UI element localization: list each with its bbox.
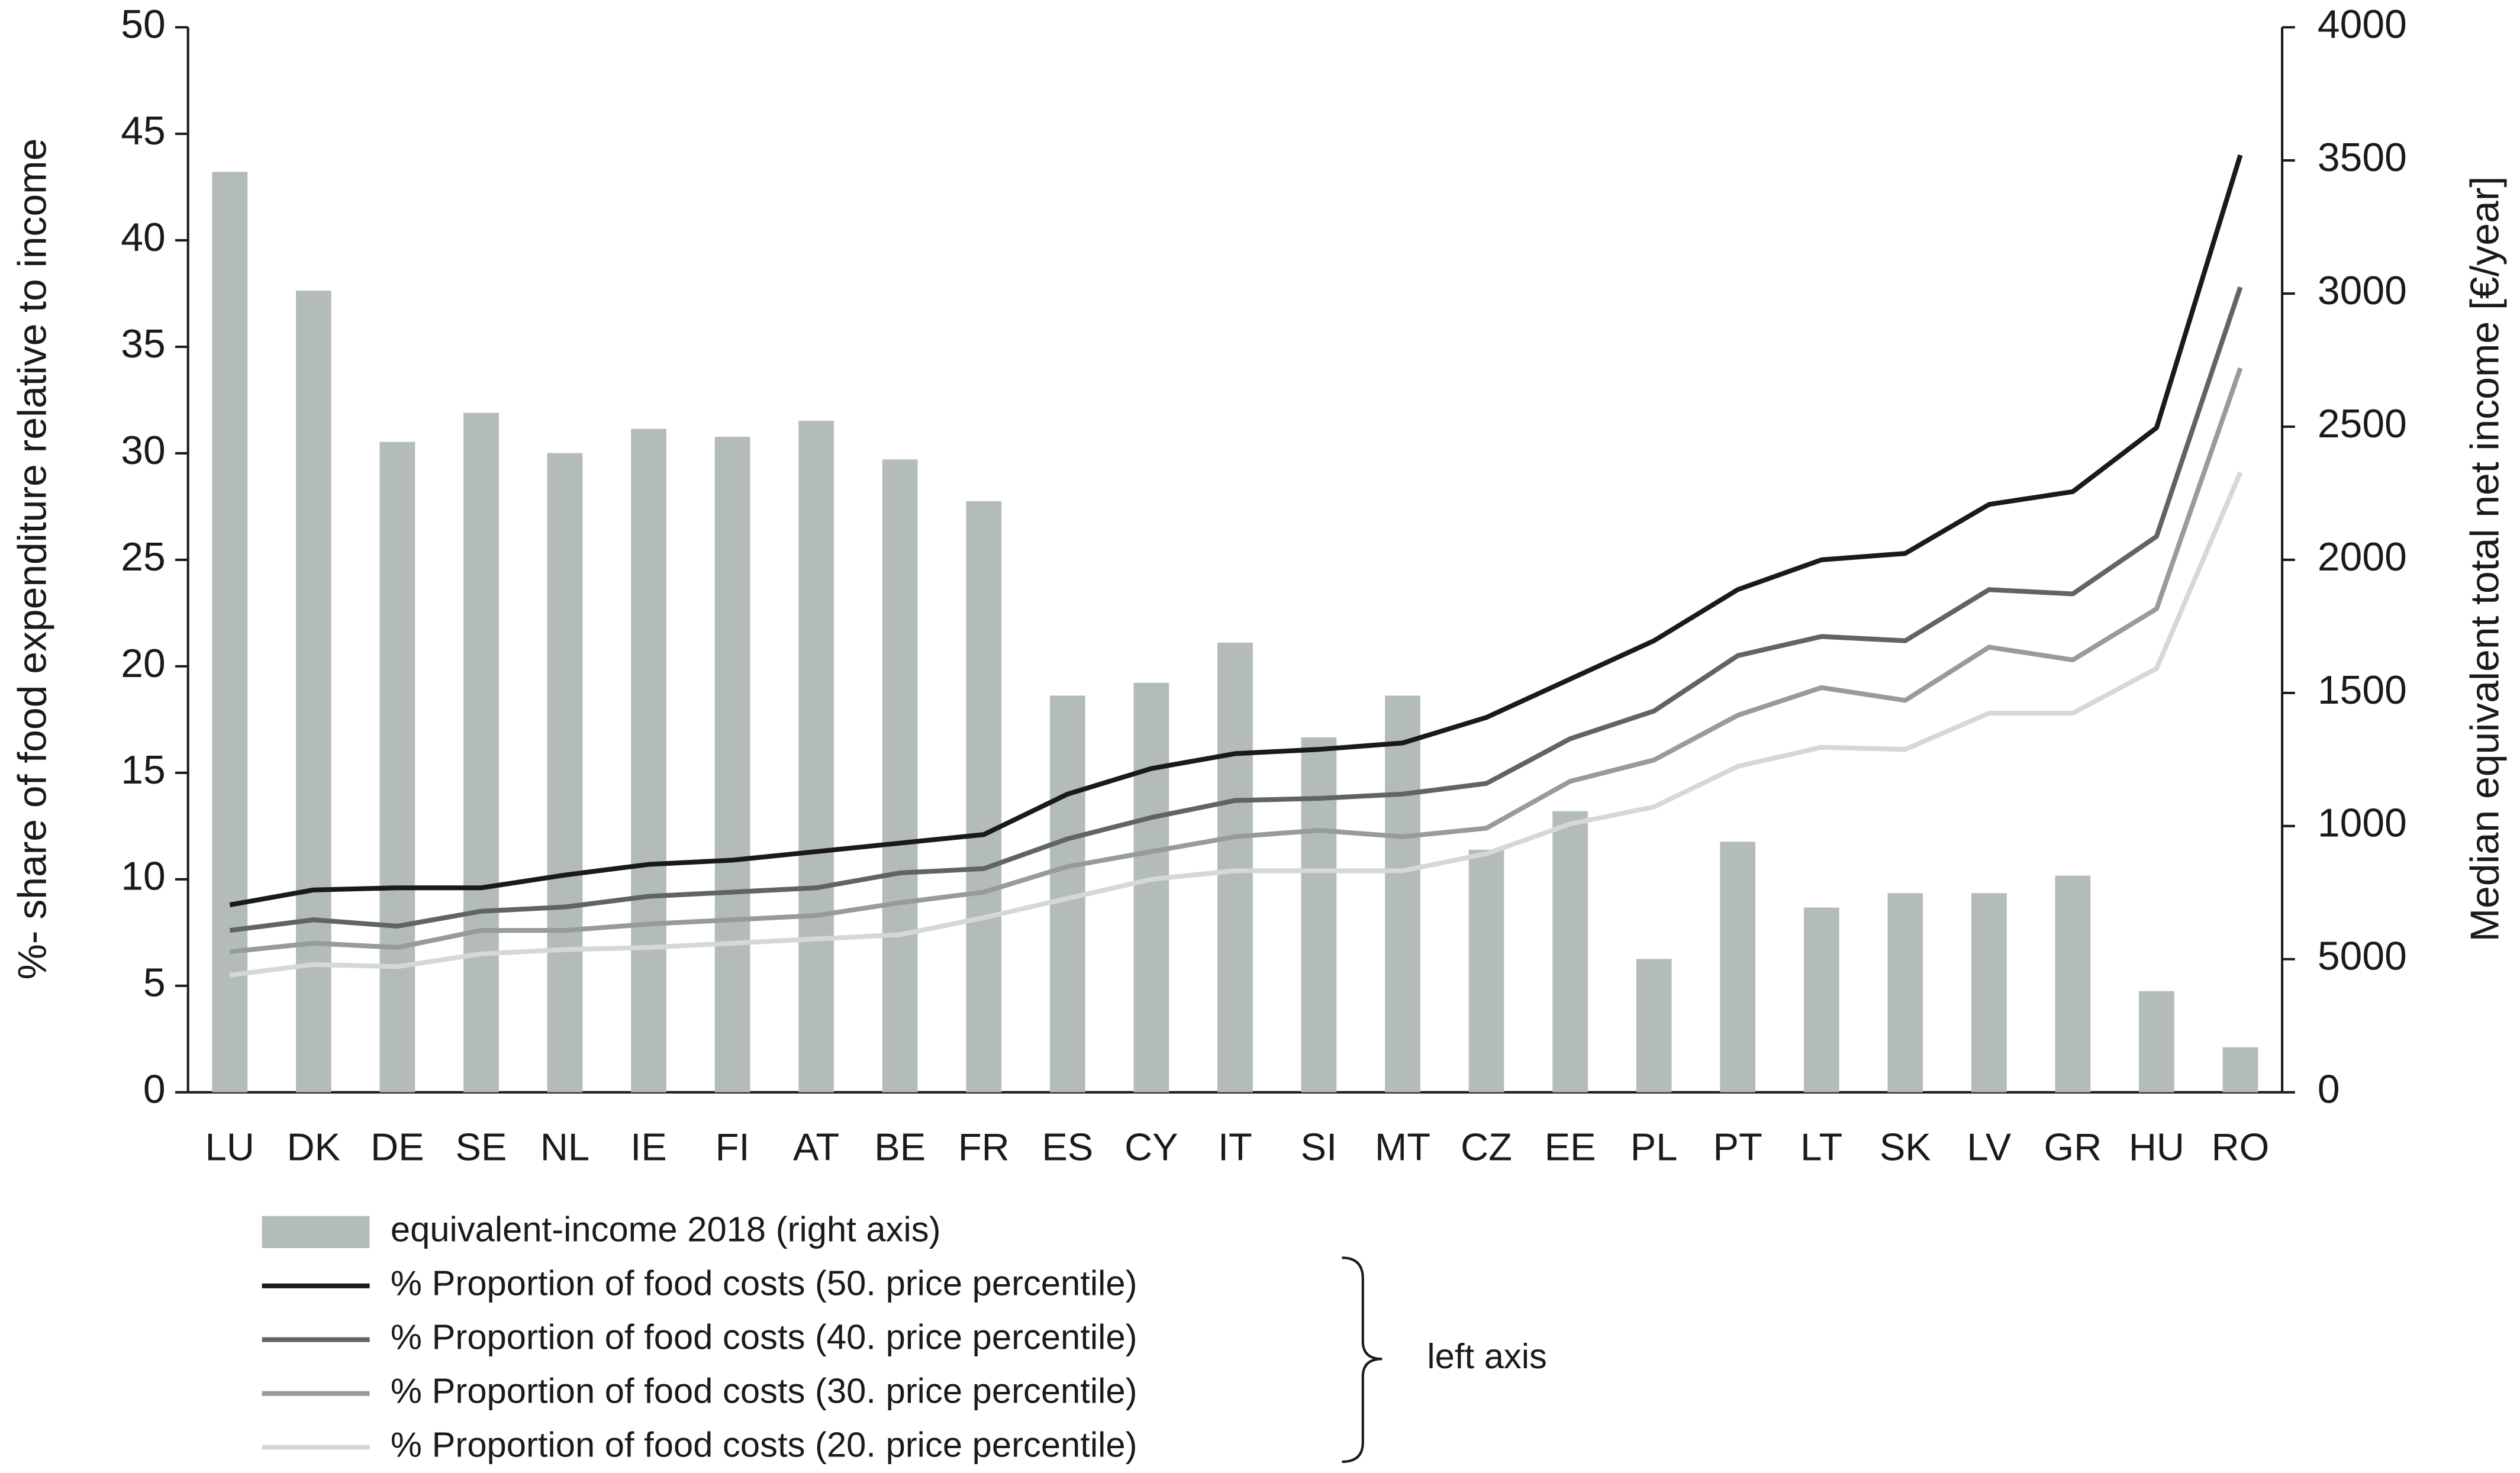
legend-label: % Proportion of food costs (30. price pe… <box>391 1371 1137 1410</box>
x-tick-label: FI <box>716 1126 750 1169</box>
bar <box>2222 1047 2258 1092</box>
bar <box>966 501 1002 1092</box>
x-tick-label: SK <box>1880 1126 1931 1169</box>
x-tick-label: RO <box>2212 1126 2270 1169</box>
y-tick-label: 15 <box>121 748 166 792</box>
x-tick-label: PL <box>1630 1126 1678 1169</box>
y-tick-label: 40 <box>121 215 166 260</box>
bar <box>1971 893 2007 1092</box>
x-tick-label: IT <box>1218 1126 1252 1169</box>
x-tick-label: MT <box>1375 1126 1430 1169</box>
x-tick-label: CZ <box>1461 1126 1512 1169</box>
bar <box>882 459 918 1092</box>
bar <box>212 172 248 1092</box>
y2-tick-label: 3000 <box>2318 269 2407 313</box>
x-tick-label: LT <box>1800 1126 1842 1169</box>
bar <box>714 437 750 1092</box>
y2-tick-label: 2500 <box>2318 402 2407 446</box>
bar <box>379 441 415 1092</box>
line <box>229 154 2243 907</box>
y-tick-label: 5 <box>143 961 166 1005</box>
x-tick-label: DK <box>287 1126 341 1169</box>
legend-label: equivalent-income 2018 (right axis) <box>391 1210 941 1249</box>
line <box>229 367 2243 955</box>
x-tick-label: SI <box>1301 1126 1338 1169</box>
y2-axis-label: Median equivalent total net income [€/ye… <box>2463 176 2508 942</box>
bar <box>1217 642 1253 1092</box>
bar <box>296 291 331 1092</box>
x-tick-label: EE <box>1545 1126 1596 1169</box>
bar <box>1636 959 1672 1092</box>
legend-label: % Proportion of food costs (40. price pe… <box>391 1317 1137 1357</box>
y-tick-label: 50 <box>121 2 166 47</box>
y2-tick-label: 4000 <box>2318 2 2407 47</box>
x-tick-label: IE <box>630 1126 667 1169</box>
legend-label: % Proportion of food costs (50. price pe… <box>391 1264 1137 1303</box>
bar <box>2139 991 2174 1092</box>
bar <box>1301 737 1337 1092</box>
bar <box>1720 842 1756 1092</box>
x-tick-label: LU <box>205 1126 254 1169</box>
x-tick-label: GR <box>2044 1126 2102 1169</box>
annotation: left axis <box>1427 1336 1547 1376</box>
x-tick-label: SE <box>456 1126 507 1169</box>
y-tick-label: 10 <box>121 855 166 899</box>
x-tick-label: HU <box>2129 1126 2184 1169</box>
y-axis-label: %- share of food expenditure relative to… <box>11 138 55 980</box>
legend-label: % Proportion of food costs (20. price pe… <box>391 1424 1137 1464</box>
y2-tick-label: 1500 <box>2318 668 2407 713</box>
bar <box>798 421 834 1092</box>
line <box>229 471 2243 978</box>
x-tick-label: AT <box>793 1126 839 1169</box>
x-tick-label: CY <box>1124 1126 1178 1169</box>
y2-tick-label: 0 <box>2318 1068 2340 1112</box>
bar <box>1803 907 1839 1092</box>
y2-tick-label: 2000 <box>2318 535 2407 579</box>
y-tick-label: 20 <box>121 642 166 686</box>
bar <box>1385 695 1420 1092</box>
y2-tick-label: 5000 <box>2318 934 2407 979</box>
bar <box>547 453 583 1092</box>
bar <box>1552 811 1588 1092</box>
legend-swatch <box>262 1216 370 1248</box>
x-tick-label: FR <box>958 1126 1010 1169</box>
bar <box>2055 875 2091 1092</box>
y-tick-label: 25 <box>121 535 166 579</box>
bar <box>1133 682 1169 1092</box>
y2-tick-label: 3500 <box>2318 136 2407 180</box>
y-tick-label: 35 <box>121 322 166 366</box>
x-tick-label: NL <box>540 1126 589 1169</box>
bar <box>631 428 666 1092</box>
y2-tick-label: 1000 <box>2318 801 2407 846</box>
bar <box>1468 849 1504 1092</box>
y-tick-label: 30 <box>121 428 166 473</box>
y-tick-label: 0 <box>143 1068 166 1112</box>
y-tick-label: 45 <box>121 109 166 153</box>
bar <box>463 412 499 1092</box>
bar <box>1887 893 1923 1092</box>
x-tick-label: LV <box>1967 1126 2011 1169</box>
x-tick-label: BE <box>874 1126 926 1169</box>
line <box>229 286 2243 933</box>
x-tick-label: ES <box>1042 1126 1093 1169</box>
x-tick-label: PT <box>1713 1126 1762 1169</box>
legend-bracket <box>1342 1256 1383 1464</box>
x-tick-label: DE <box>370 1126 424 1169</box>
